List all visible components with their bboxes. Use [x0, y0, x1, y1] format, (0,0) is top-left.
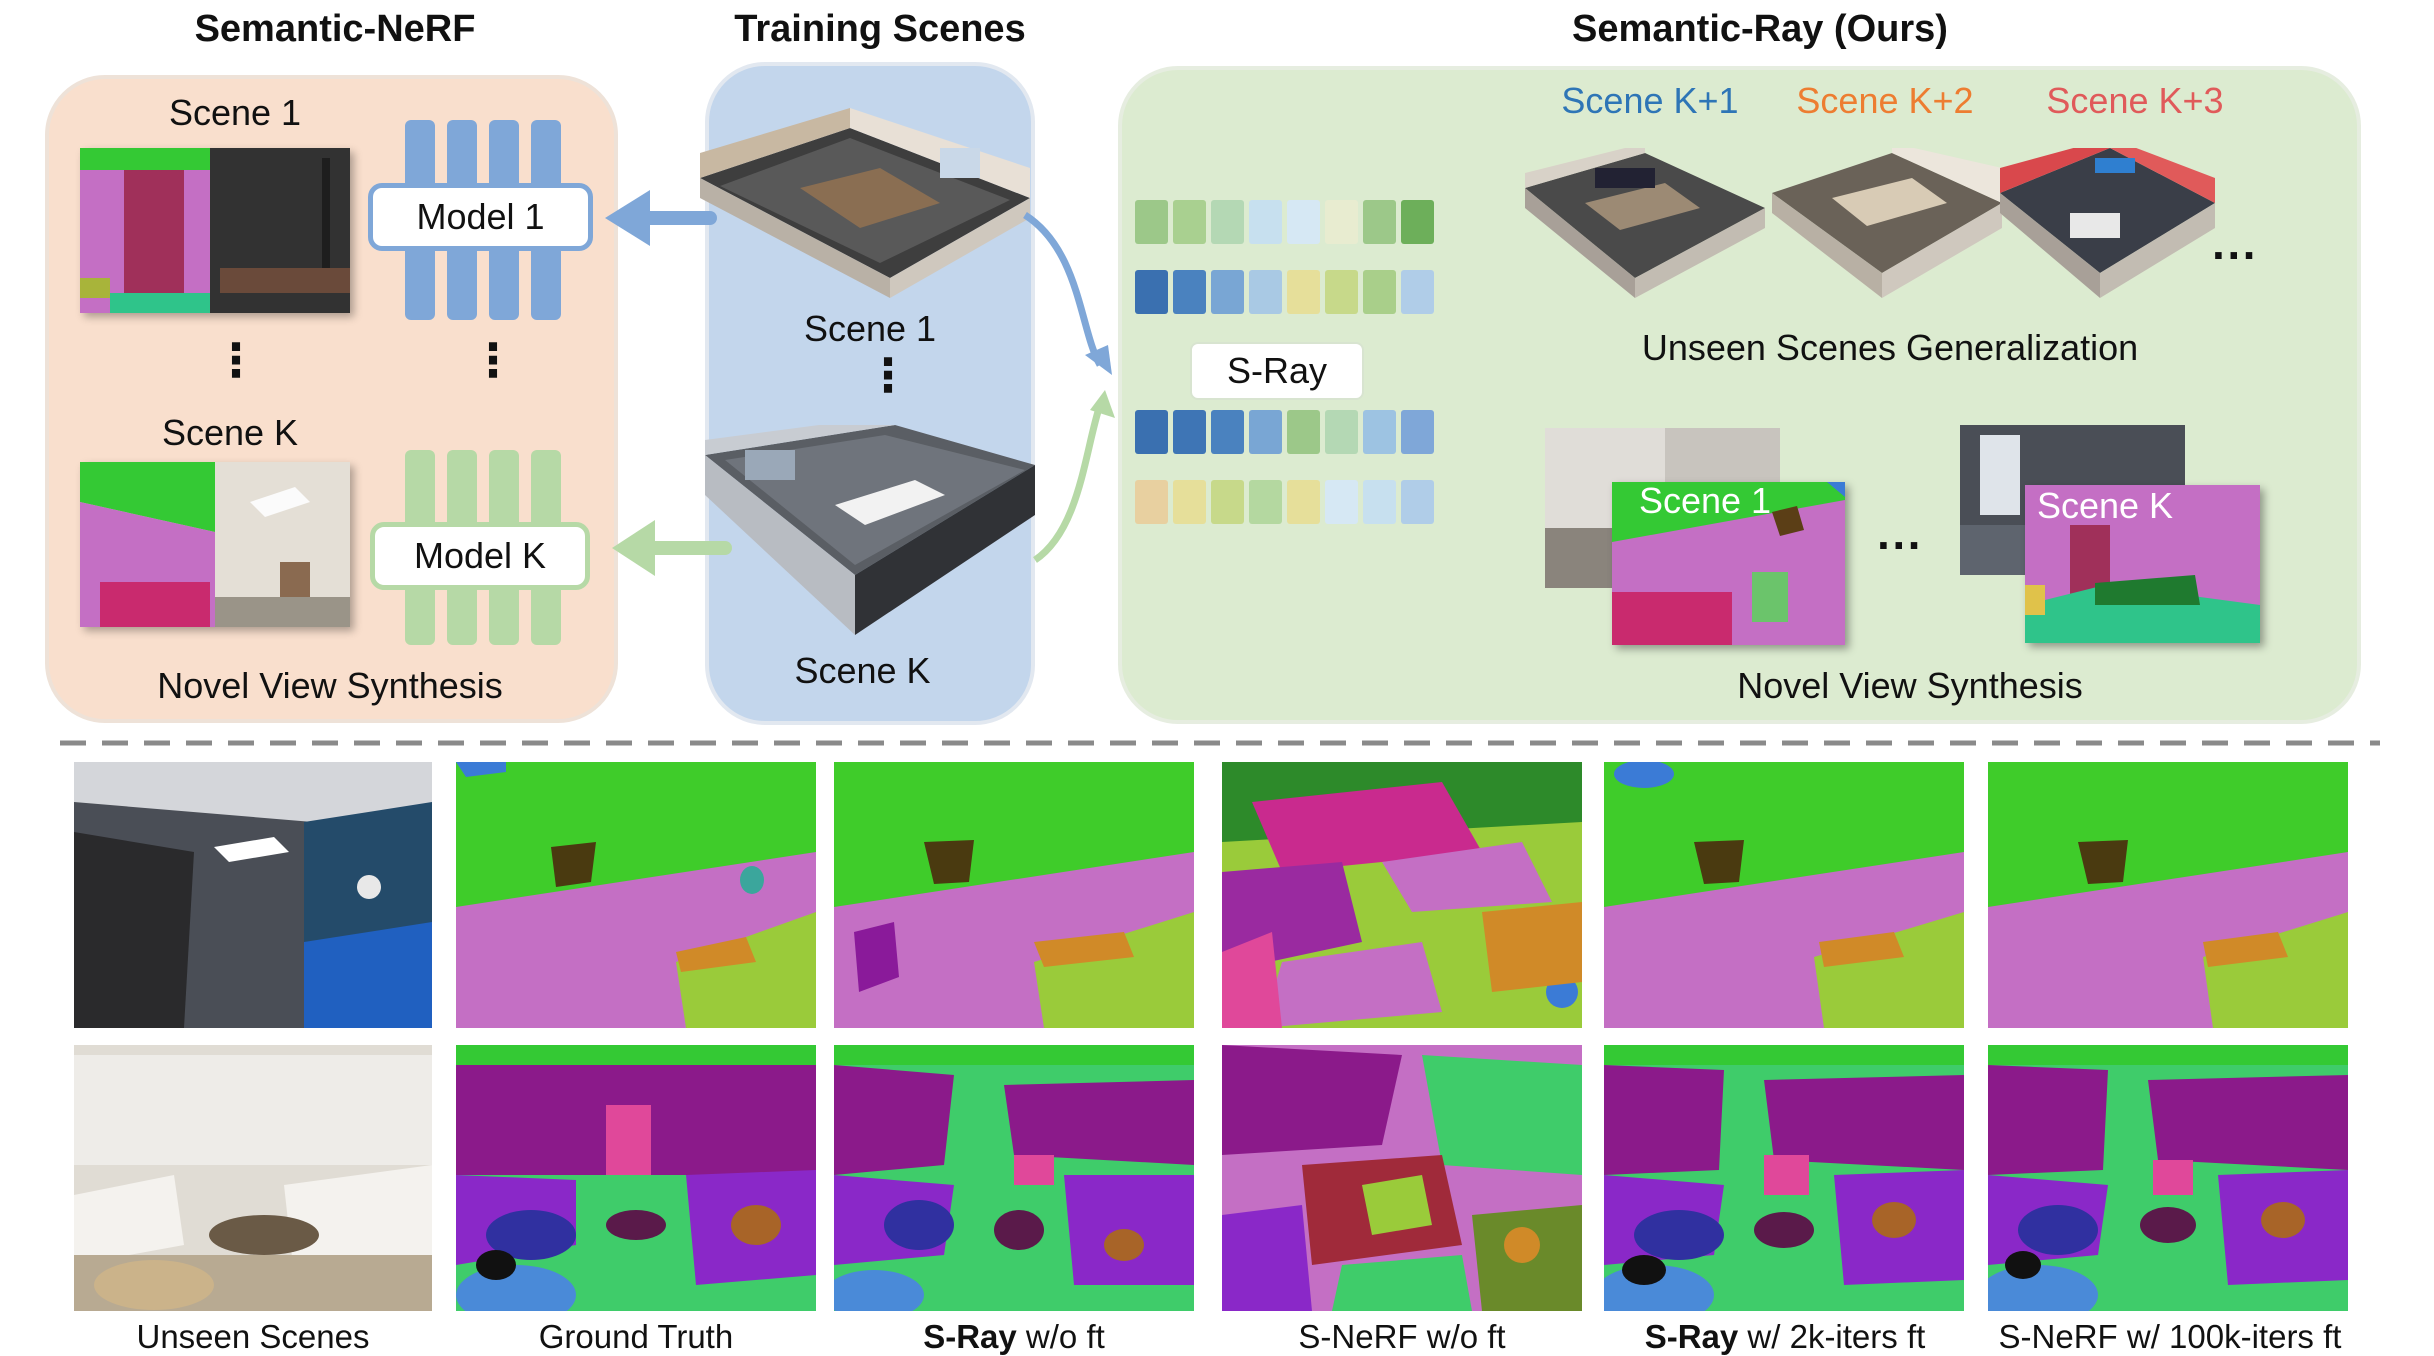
row2-snerf-100k-ft-seg [1988, 1045, 2348, 1311]
caption-snerf-no-ft: S-NeRF w/o ft [1298, 1318, 1506, 1355]
row1-sray-no-ft-seg [834, 762, 1194, 1028]
caption-sray-no-ft: S-Ray w/o ft [923, 1318, 1105, 1355]
right-novel-view-synthesis-label: Novel View Synthesis [1737, 665, 2083, 706]
arrow-head-scene-1-to-sray [1085, 345, 1112, 375]
training-scene-k-room [705, 425, 1035, 635]
row1-snerf-100k-ft-seg [1988, 762, 2348, 1028]
unseen-scene-k2-room [1772, 148, 2002, 298]
arrow-scene-1-to-sray [1023, 212, 1104, 367]
nvs-scene-1-overlay-label: Scene 1 [1638, 480, 1772, 521]
semantic-ray-title: Semantic-Ray (Ours) [1572, 8, 1948, 50]
left-scene-k-thumbnail [80, 462, 350, 627]
unseen-scenes-generalization-label: Unseen Scenes Generalization [1641, 327, 2139, 368]
training-scene-1-room [700, 108, 1030, 298]
left-scene-1-thumbnail [80, 148, 350, 313]
caption-sray-2k-ft: S-Ray w/ 2k-iters ft [1644, 1318, 1926, 1355]
unseen-scene-k3-room [2000, 148, 2215, 298]
sray-network-lower [1135, 410, 1455, 550]
sray-network-upper [1135, 200, 1455, 340]
training-scenes-title: Training Scenes [734, 8, 1026, 50]
row2-ground-truth-seg [456, 1045, 816, 1311]
arrow-head-scene-k-to-sray [1090, 390, 1115, 418]
nvs-scene-1-seg [1612, 482, 1845, 645]
caption-snerf-100k-ft: S-NeRF w/ 100k-iters ft [1998, 1318, 2342, 1355]
scene-k1-label: Scene K+1 [1561, 80, 1739, 121]
left-scene-1-label: Scene 1 [168, 92, 302, 133]
nvs-scene-k-overlay-label: Scene K [2036, 485, 2174, 526]
row2-unseen-scene-rgb [74, 1045, 432, 1311]
sray-label-box: S-Ray [1190, 342, 1364, 400]
left-novel-view-synthesis-label: Novel View Synthesis [157, 665, 503, 706]
row1-sray-2k-ft-seg [1604, 762, 1964, 1028]
row2-snerf-no-ft-seg [1222, 1045, 1582, 1311]
caption-unseen-scenes: Unseen Scenes [136, 1318, 370, 1355]
arrow-head-model-k [612, 520, 655, 576]
scene-k2-label: Scene K+2 [1796, 80, 1974, 121]
scene-k3-label: Scene K+3 [2046, 80, 2224, 121]
left-scene-k-label: Scene K [161, 412, 299, 453]
row1-unseen-scene-rgb [74, 762, 432, 1028]
model-k-box: Model K [370, 522, 590, 590]
row1-ground-truth-seg [456, 762, 816, 1028]
caption-ground-truth: Ground Truth [538, 1318, 734, 1355]
unseen-scene-k1-room [1525, 148, 1765, 298]
nvs-scene-k-seg [2025, 485, 2260, 643]
semantic-nerf-title: Semantic-NeRF [194, 8, 476, 50]
arrow-scene-k-to-sray [1032, 403, 1104, 563]
row1-snerf-no-ft-seg [1222, 762, 1582, 1028]
nvs-ellipsis: ··· [1877, 519, 1923, 571]
row2-sray-2k-ft-seg [1604, 1045, 1964, 1311]
model-1-box: Model 1 [368, 183, 593, 251]
row2-sray-no-ft-seg [834, 1045, 1194, 1311]
training-scene-k-label: Scene K [794, 650, 931, 691]
unseen-scenes-ellipsis: ··· [2212, 229, 2258, 281]
arrow-head-model-1 [605, 190, 650, 246]
training-scene-1-label: Scene 1 [803, 308, 937, 349]
